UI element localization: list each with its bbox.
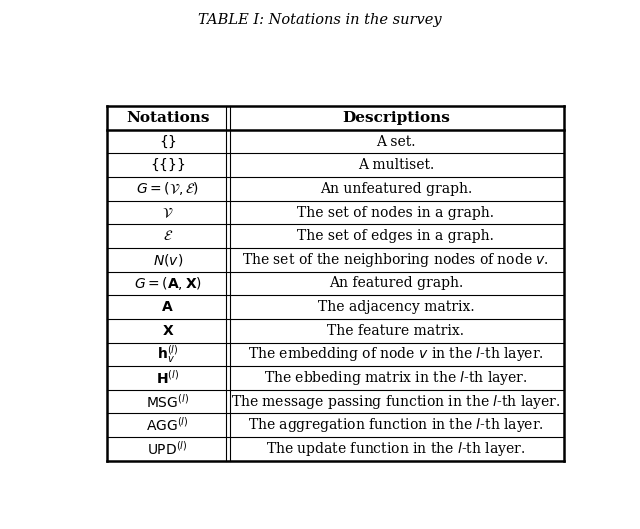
Text: $G = (\mathbf{A}, \mathbf{X})$: $G = (\mathbf{A}, \mathbf{X})$ [134, 275, 202, 292]
Text: The set of the neighboring nodes of node $v$.: The set of the neighboring nodes of node… [243, 251, 549, 269]
Text: $\{\}$: $\{\}$ [159, 133, 177, 150]
Text: $\mathrm{UPD}^{(l)}$: $\mathrm{UPD}^{(l)}$ [147, 440, 188, 458]
Text: $\mathrm{AGG}^{(l)}$: $\mathrm{AGG}^{(l)}$ [147, 416, 189, 434]
Text: The message passing function in the $l$-th layer.: The message passing function in the $l$-… [231, 393, 561, 411]
Text: The set of nodes in a graph.: The set of nodes in a graph. [298, 206, 495, 220]
Text: The update function in the $l$-th layer.: The update function in the $l$-th layer. [266, 440, 525, 458]
Text: The ebbeding matrix in the $l$-th layer.: The ebbeding matrix in the $l$-th layer. [264, 369, 528, 387]
Text: A multiset.: A multiset. [358, 158, 434, 172]
Text: $G = (\mathcal{V}, \mathcal{E})$: $G = (\mathcal{V}, \mathcal{E})$ [136, 180, 199, 197]
Text: The embedding of node $v$ in the $l$-th layer.: The embedding of node $v$ in the $l$-th … [248, 345, 544, 363]
Text: $\mathrm{MSG}^{(l)}$: $\mathrm{MSG}^{(l)}$ [146, 393, 189, 411]
Text: An featured graph.: An featured graph. [329, 277, 463, 290]
Text: $\{\{\}\}$: $\{\{\}\}$ [150, 157, 186, 174]
Text: The adjacency matrix.: The adjacency matrix. [317, 300, 474, 314]
Text: Notations: Notations [126, 111, 209, 125]
Text: TABLE I: Notations in the survey: TABLE I: Notations in the survey [198, 13, 442, 27]
Text: $\mathbf{h}_v^{(l)}$: $\mathbf{h}_v^{(l)}$ [157, 343, 179, 365]
Text: $\mathbf{A}$: $\mathbf{A}$ [161, 300, 174, 314]
Text: The set of edges in a graph.: The set of edges in a graph. [298, 229, 494, 243]
Text: The feature matrix.: The feature matrix. [328, 324, 465, 338]
Text: $\mathcal{V}$: $\mathcal{V}$ [162, 205, 173, 220]
Text: Descriptions: Descriptions [342, 111, 450, 125]
Text: $\mathbf{H}^{(l)}$: $\mathbf{H}^{(l)}$ [156, 369, 179, 387]
Text: A set.: A set. [376, 135, 415, 149]
Text: $N(v)$: $N(v)$ [153, 252, 183, 268]
Text: The aggregation function in the $l$-th layer.: The aggregation function in the $l$-th l… [248, 416, 544, 434]
Text: $\mathbf{X}$: $\mathbf{X}$ [161, 324, 174, 338]
Text: $\mathcal{E}$: $\mathcal{E}$ [163, 229, 173, 243]
Text: An unfeatured graph.: An unfeatured graph. [320, 182, 472, 196]
